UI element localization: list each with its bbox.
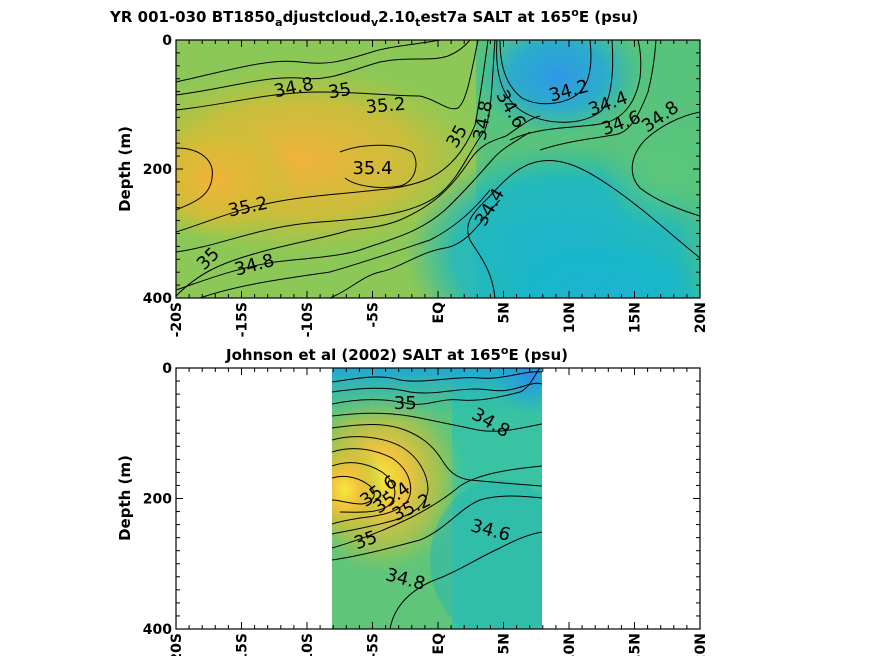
- bottom-chart-ticks: -20S -15S -10S -5S EQ 5N 10N 15N 20N 0 200 400: [143, 361, 709, 656]
- bottom-chart-ylabel: Depth (m): [116, 455, 134, 541]
- y-tick-label: 0: [162, 33, 172, 49]
- x-tick-label: 5N: [497, 302, 513, 323]
- x-tick-label: 15N: [628, 633, 644, 656]
- x-tick-label: EQ: [431, 302, 447, 324]
- x-tick-label: -10S: [300, 633, 316, 656]
- y-tick-label: 0: [162, 361, 172, 377]
- top-chart-plot-area: [176, 40, 700, 298]
- x-tick-label: 10N: [562, 633, 578, 656]
- y-tick-label: 200: [143, 162, 172, 178]
- bottom-chart-plot-area: [332, 368, 542, 629]
- x-tick-label: -15S: [235, 302, 251, 337]
- contour-label: 35.2: [365, 94, 407, 118]
- top-chart-ylabel: Depth (m): [116, 126, 134, 212]
- x-tick-label: 10N: [562, 302, 578, 333]
- x-tick-label: -20S: [169, 302, 185, 337]
- y-tick-label: 400: [143, 622, 172, 638]
- x-tick-label: -5S: [366, 633, 382, 656]
- contour-label: 35: [394, 393, 417, 414]
- bottom-chart-contours: [332, 368, 542, 629]
- x-tick-label: EQ: [431, 633, 447, 655]
- x-tick-label: 5N: [497, 633, 513, 654]
- contour-label: 35: [327, 79, 353, 104]
- bottom-chart-title: Johnson et al (2002) SALT at 165oE (psu): [226, 344, 568, 364]
- x-tick-label: -5S: [366, 302, 382, 328]
- x-tick-label: -15S: [235, 633, 251, 656]
- x-tick-label: 20N: [693, 302, 709, 333]
- x-tick-label: -20S: [169, 633, 185, 656]
- top-chart-ticks: -20S -15S -10S -5S EQ 5N 10N 15N 20N 0 200 400: [143, 33, 709, 337]
- top-chart-contours: [176, 40, 700, 298]
- top-chart-title: YR 001-030 BT1850adjustcloudv2.10test7a …: [110, 6, 639, 29]
- x-tick-label: 20N: [693, 633, 709, 656]
- y-tick-label: 200: [143, 492, 172, 508]
- x-tick-label: 15N: [628, 302, 644, 333]
- x-tick-label: -10S: [300, 302, 316, 337]
- y-tick-label: 400: [143, 291, 172, 307]
- contour-label: 35.4: [352, 158, 392, 179]
